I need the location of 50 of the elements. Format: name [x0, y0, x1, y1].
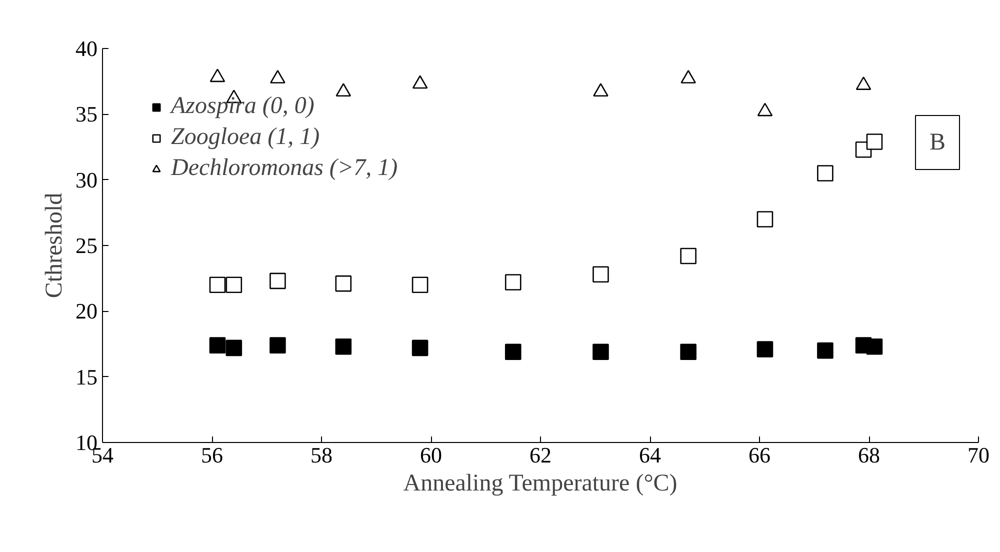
point [335, 338, 352, 355]
legend-label: Dechloromonas (>7, 1) [171, 155, 398, 182]
y-tick-label: 20 [76, 298, 98, 324]
x-tick-label: 66 [748, 442, 770, 468]
x-tick-label: 56 [201, 442, 223, 468]
point [412, 276, 428, 294]
point [866, 134, 883, 150]
point [680, 344, 696, 360]
x-tick-label: 62 [530, 442, 552, 468]
x-tick-label: 70 [968, 442, 990, 468]
point [592, 344, 609, 360]
point [593, 83, 608, 97]
point [756, 341, 774, 358]
point [270, 272, 286, 290]
point [504, 274, 522, 290]
x-axis-title: Annealing Temperature (°C) [403, 470, 678, 496]
point [209, 276, 226, 294]
point [817, 165, 834, 182]
point [209, 337, 226, 354]
point [226, 276, 242, 294]
point [757, 102, 773, 116]
x-tick-label: 64 [639, 442, 661, 468]
point [226, 340, 242, 356]
point [412, 75, 428, 89]
y-tick-label: 35 [76, 102, 98, 127]
point [270, 70, 286, 84]
x-tick-label: 58 [310, 442, 332, 468]
x-tick-label: 68 [858, 442, 880, 468]
annotation: B [929, 130, 946, 156]
point [335, 275, 352, 292]
point [756, 211, 774, 228]
point [680, 70, 696, 84]
point [412, 340, 428, 356]
y-tick-label: 40 [76, 36, 98, 61]
point [680, 248, 696, 264]
x-tick-label: 60 [420, 442, 442, 468]
point [336, 83, 352, 97]
point [817, 342, 834, 359]
point [866, 338, 883, 355]
y-tick-label: 30 [76, 167, 98, 192]
point [504, 344, 522, 360]
point [210, 68, 226, 82]
point [856, 76, 872, 90]
point [592, 266, 609, 283]
legend-label: Zoogloea (1, 1) [171, 124, 320, 151]
point [270, 337, 286, 354]
y-tick-label: 25 [76, 233, 98, 258]
y-tick-label: 15 [76, 364, 98, 390]
y-axis-title: Cthreshold [42, 192, 68, 298]
legend-label: Azospira (0, 0) [171, 93, 314, 120]
